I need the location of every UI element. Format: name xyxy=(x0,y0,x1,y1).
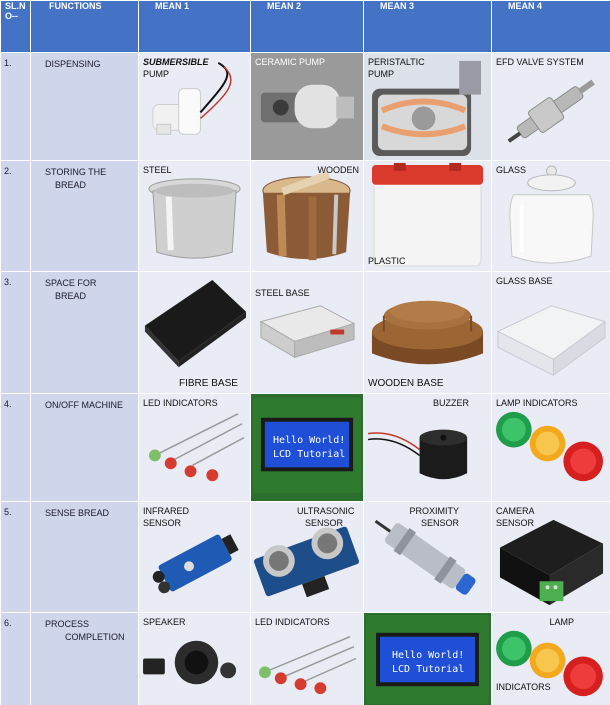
mean-2-cell: Hello World! LCD Tutorial xyxy=(250,393,364,502)
table-row: 5. SENSE BREAD INFRARED SENSOR ULTRASONI… xyxy=(0,501,610,613)
mean-4-cell: LAMP INDICATORS xyxy=(491,612,610,705)
table-row: 1. DISPENSING SUBMERSIBLE PUMP CERAMIC P… xyxy=(0,52,610,161)
row-number: 4. xyxy=(0,393,31,502)
mean-1-cell: INFRARED SENSOR xyxy=(138,501,251,613)
ceramic-pump-image xyxy=(251,53,363,160)
submersible-pump-image xyxy=(140,54,250,160)
wooden-container-image xyxy=(252,162,363,271)
led-indicators-image xyxy=(252,614,363,705)
function-cell: DISPENSING xyxy=(30,52,139,161)
infrared-sensor-image xyxy=(140,503,250,612)
header-slno: SL.N O-- xyxy=(0,0,31,53)
function-cell: SPACE FOR BREAD xyxy=(30,271,139,394)
lamp-indicators-image xyxy=(493,614,610,705)
table-row: 3. SPACE FOR BREAD FIBRE BASE STEEL BASE xyxy=(0,271,610,394)
mean-4-cell: CAMERA SENSOR xyxy=(491,501,610,613)
mean-4-cell: GLASS xyxy=(491,160,610,272)
buzzer-image xyxy=(365,395,491,501)
header-mean-1: MEAN 1 xyxy=(138,0,251,53)
mean-1-cell: LED INDICATORS xyxy=(138,393,251,502)
steel-base-image xyxy=(252,273,363,393)
lcd-display-image xyxy=(365,614,491,705)
header-mean-4: MEAN 4 xyxy=(491,0,610,53)
function-cell: ON/OFF MACHINE xyxy=(30,393,139,502)
table-row: 4. ON/OFF MACHINE LED INDICATORS Hello W… xyxy=(0,393,610,502)
mean-2-cell: CERAMIC PUMP xyxy=(250,52,364,161)
wooden-base-image xyxy=(365,273,491,393)
header-row: SL.N O-- FUNCTIONS MEAN 1 MEAN 2 MEAN 3 … xyxy=(0,0,610,53)
mean-1-cell: SUBMERSIBLE PUMP xyxy=(138,52,251,161)
row-number: 6. xyxy=(0,612,31,705)
ultrasonic-sensor-image xyxy=(252,503,363,612)
row-number: 2. xyxy=(0,160,31,272)
led-indicators-image xyxy=(140,395,250,501)
mean-3-cell: PROXIMITY SENSOR xyxy=(363,501,492,613)
glass-base-image xyxy=(493,273,610,393)
mean-3-cell: Hello World! LCD Tutorial xyxy=(363,612,492,705)
mean-4-cell: LAMP INDICATORS xyxy=(491,393,610,502)
table-row: 6. PROCESS COMPLETION SPEAKER LED INDICA… xyxy=(0,612,610,705)
efd-valve-image xyxy=(493,54,610,160)
speaker-image xyxy=(140,614,250,705)
mean-1-cell: SPEAKER xyxy=(138,612,251,705)
mean-4-cell: GLASS BASE xyxy=(491,271,610,394)
mean-1-cell: FIBRE BASE xyxy=(138,271,251,394)
function-cell: PROCESS COMPLETION xyxy=(30,612,139,705)
mean-3-cell: WOODEN BASE xyxy=(363,271,492,394)
mean-2-cell: ULTRASONIC SENSOR xyxy=(250,501,364,613)
mean-3-cell: BUZZER xyxy=(363,393,492,502)
plastic-container-image xyxy=(365,162,491,271)
fibre-base-image xyxy=(140,273,250,393)
row-number: 1. xyxy=(0,52,31,161)
steel-container-image xyxy=(140,162,250,271)
lcd-display-image xyxy=(252,395,363,501)
table-row: 2. STORING THE BREAD STEEL WOODEN xyxy=(0,160,610,272)
mean-3-cell: PERISTALTIC PUMP xyxy=(363,52,492,161)
mean-2-cell: STEEL BASE xyxy=(250,271,364,394)
peristaltic-pump-image xyxy=(365,54,491,160)
function-cell: STORING THE BREAD xyxy=(30,160,139,272)
proximity-sensor-image xyxy=(365,503,491,612)
mean-3-cell: PLASTIC xyxy=(363,160,492,272)
row-number: 3. xyxy=(0,271,31,394)
function-cell: SENSE BREAD xyxy=(30,501,139,613)
glass-jar-image xyxy=(493,162,610,271)
header-functions: FUNCTIONS xyxy=(30,0,139,53)
mean-4-cell: EFD VALVE SYSTEM xyxy=(491,52,610,161)
header-mean-2: MEAN 2 xyxy=(250,0,364,53)
mean-2-cell: LED INDICATORS xyxy=(250,612,364,705)
row-number: 5. xyxy=(0,501,31,613)
lamp-indicators-image xyxy=(493,395,610,501)
camera-sensor-image xyxy=(493,503,610,612)
mean-1-cell: STEEL xyxy=(138,160,251,272)
header-mean-3: MEAN 3 xyxy=(363,0,492,53)
mean-2-cell: WOODEN xyxy=(250,160,364,272)
